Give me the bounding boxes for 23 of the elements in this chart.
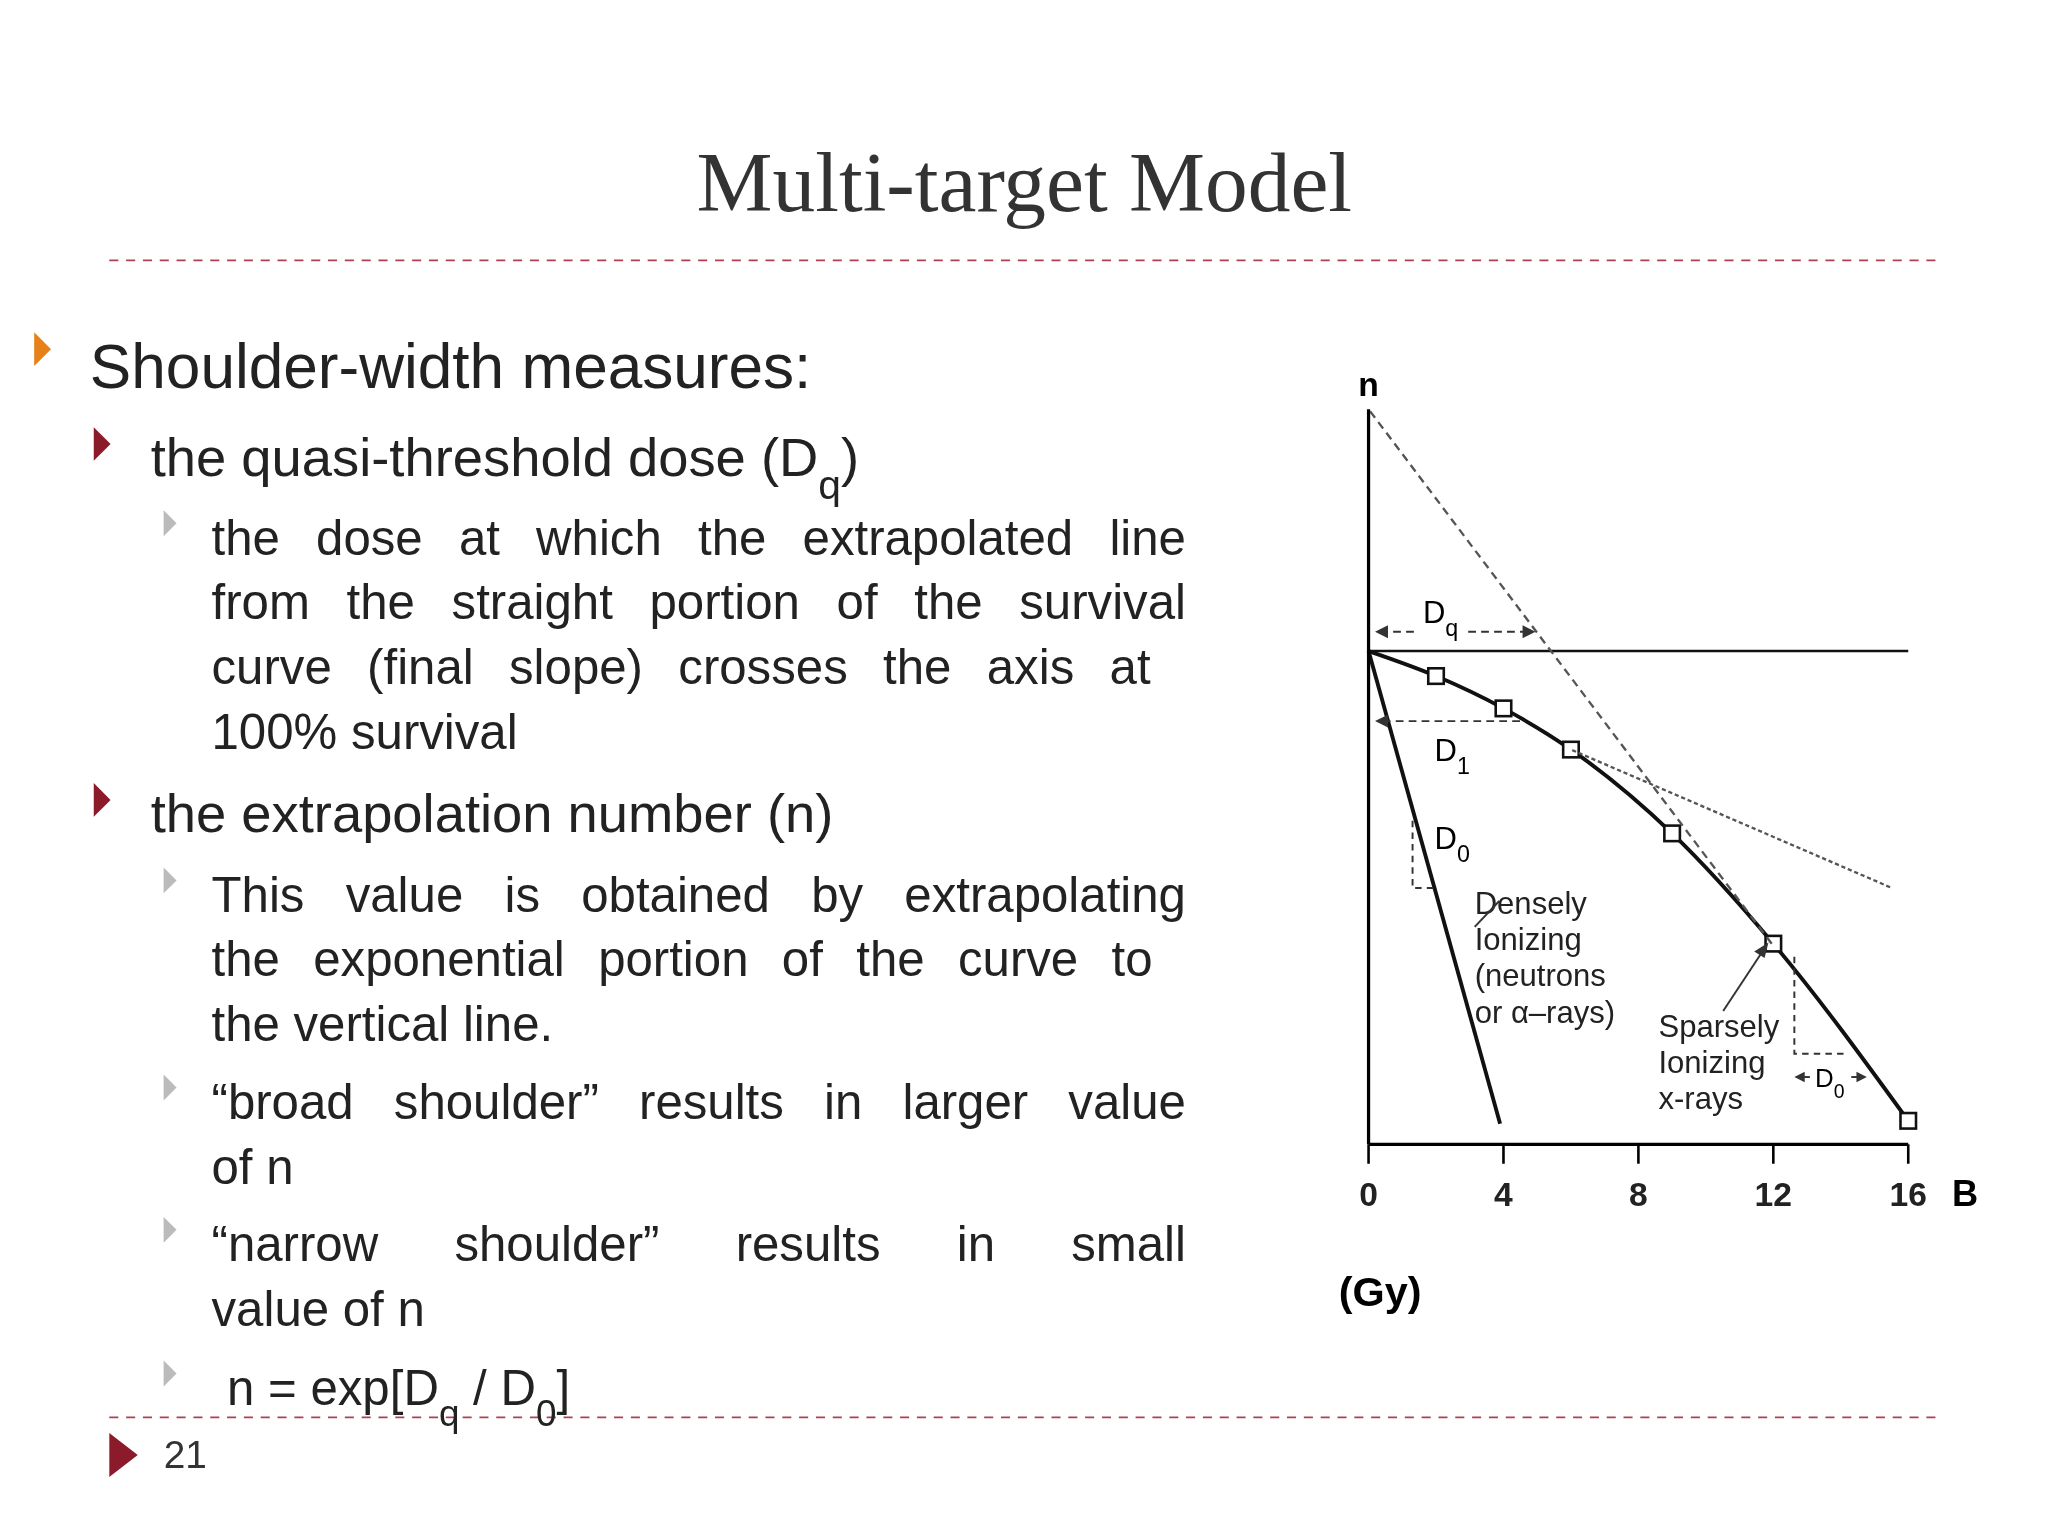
text: the extrapolation number (n) <box>150 783 834 845</box>
chart-title: Multi-target Model <box>696 135 1353 230</box>
x-axis-title: (Gy) <box>1338 1269 1422 1316</box>
annotation: D$_{0}$ <box>1815 1064 1845 1103</box>
text: the quasi-threshold dose (D$_{q}$) <box>150 427 860 509</box>
x-tick-label: 0 <box>1359 1176 1378 1214</box>
text: 21 <box>163 1432 207 1476</box>
text: This value is obtained by extrapolating the exponential portion of the curve to the vertical line. <box>211 866 1186 1052</box>
annotation: D$_{q}$ <box>1422 594 1459 641</box>
x-tick-label: 4 <box>1494 1176 1514 1214</box>
x-tick-label: 8 <box>1629 1176 1648 1214</box>
x-tick-label: 12 <box>1754 1176 1793 1214</box>
x-tick-label: 16 <box>1889 1176 1927 1214</box>
text: B <box>1952 1173 1979 1215</box>
text: the dose at which the extrapolated line from the straight portion of the survival curve (final slope) crosses the axis at 100% survival <box>211 509 1186 759</box>
text: “broad shoulder” results in larger value of n <box>211 1073 1186 1194</box>
y-axis-title: n <box>1358 366 1379 404</box>
annotation: D$_{1}$ <box>1434 733 1470 780</box>
series-label: Densely Ionizing (neutrons or α–rays) <box>1474 885 1616 1030</box>
series-label: Sparsely Ionizing x-rays <box>1658 1008 1780 1117</box>
text: n = exp[D$_{q}$ / D$_{0}$] <box>227 1359 571 1434</box>
text: Shoulder-width measures: <box>89 332 812 402</box>
annotation: D$_{0}$ <box>1434 821 1470 868</box>
